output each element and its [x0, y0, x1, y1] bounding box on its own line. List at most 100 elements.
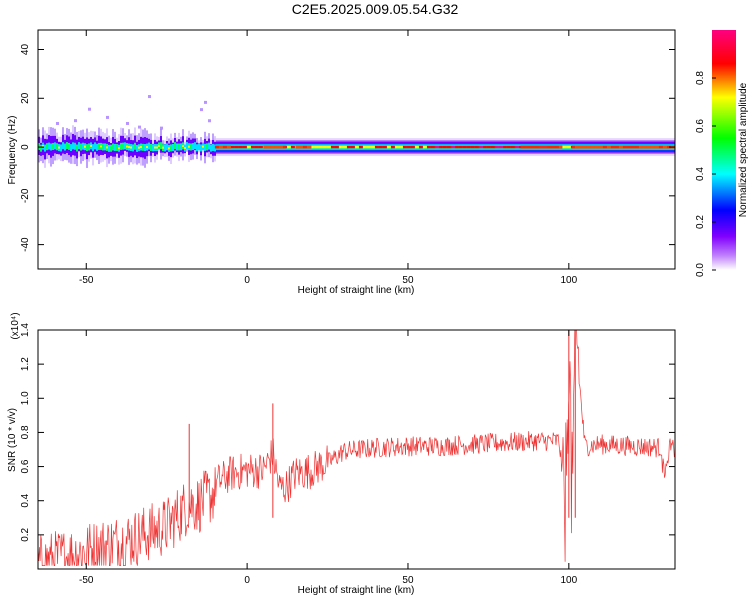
spectrogram-core: [482, 145, 487, 149]
spectrogram-core: [246, 145, 251, 149]
spectrogram-speck: [208, 119, 211, 123]
spectrogram-cell: [210, 144, 212, 152]
spectrogram-speck: [204, 100, 207, 104]
spectrogram-cell: [40, 144, 42, 152]
x-tick-label: 50: [402, 275, 414, 286]
spectrogram-cell: [98, 142, 100, 150]
spectrogram-cell: [70, 144, 72, 152]
spectrogram-cell: [172, 144, 174, 152]
snr-ticks: -50 0 50 100 0.2 0.4 0.6 0.8 1.0 1.2 1.4: [20, 323, 675, 586]
spectrogram-core: [362, 145, 367, 149]
colorbar-label: Normalized spectral amplitude: [738, 82, 749, 217]
spectrogram-cell: [188, 145, 190, 148]
spectrogram-core: [310, 145, 315, 149]
spectrogram-cell: [50, 143, 52, 151]
spectrogram-core: [330, 145, 335, 149]
spectrogram-cell: [44, 144, 46, 152]
spectrogram-x-label: Height of straight line (km): [298, 285, 415, 296]
spectrogram-panel: -50 0 50 100 -40 -20 0 20 40 Height of straight …: [7, 29, 676, 296]
spectrogram-core: [354, 145, 359, 149]
spectrogram-cell: [140, 146, 142, 149]
spectrogram-core: [450, 145, 455, 149]
spectrogram-core: [314, 145, 319, 149]
spectrogram-core: [366, 145, 371, 149]
colorbar-scale: [712, 30, 736, 270]
spectrogram-cell: [138, 146, 140, 149]
spectrogram-cell: [176, 143, 178, 151]
spectrogram-core: [338, 145, 343, 149]
snr-series-line: [38, 330, 675, 566]
spectrogram-cell: [122, 142, 124, 150]
spectrogram-core: [386, 145, 391, 149]
spectrogram-cell: [128, 146, 130, 149]
x-tick-label: 50: [402, 575, 414, 586]
spectrogram-cell: [124, 142, 126, 150]
spectrogram-cell: [96, 143, 98, 151]
colorbar-tick-label: 0.8: [695, 71, 706, 85]
y-tick-label: 0.8: [20, 425, 31, 439]
spectrogram-core: [286, 145, 291, 149]
spectrogram-cell: [152, 144, 154, 152]
spectrogram-core: [322, 145, 327, 149]
spectrogram-cell: [186, 142, 188, 150]
spectrogram-core: [494, 145, 499, 149]
spectrogram-cell: [166, 143, 168, 151]
spectrogram-core: [562, 145, 567, 149]
spectrogram-core: [510, 145, 515, 149]
y-tick-label: 0.4: [20, 493, 31, 507]
y-tick-label: -20: [20, 188, 31, 203]
figure-title: C2E5.2025.009.05.54.G32: [292, 1, 459, 17]
spectrogram-cell: [58, 146, 60, 149]
spectrogram-core: [422, 145, 427, 149]
spectrogram-core: [234, 145, 239, 149]
spectrogram-cell: [88, 143, 90, 151]
spectrogram-cell: [108, 144, 110, 152]
spectrogram-cell: [38, 142, 40, 150]
spectrogram-cell: [116, 144, 118, 152]
spectrogram-cell: [104, 143, 106, 151]
spectrogram-core: [406, 145, 411, 149]
spectrogram-hotspot: [520, 145, 563, 149]
spectrogram-cell: [208, 142, 210, 150]
spectrogram-core: [458, 145, 463, 149]
y-tick-label: 1.4: [20, 323, 31, 337]
spectrogram-cell: [42, 145, 44, 148]
spectrogram-cell: [62, 142, 64, 150]
spectrogram-core: [506, 145, 511, 149]
spectrogram-speck: [106, 115, 109, 119]
spectrogram-core: [438, 145, 443, 149]
y-tick-label: 1.2: [20, 357, 31, 371]
spectrogram-cell: [142, 143, 144, 151]
spectrogram-core: [230, 145, 235, 149]
spectrogram-ticks: -50 0 50 100 -40 -20 0 20 40: [20, 30, 675, 286]
spectrogram-cell: [68, 142, 70, 150]
spectrogram-speck: [126, 121, 129, 125]
y-tick-label: 20: [20, 92, 31, 104]
y-tick-label: 0.6: [20, 459, 31, 473]
spectrogram-core: [674, 145, 675, 149]
spectrogram-cell: [64, 143, 66, 151]
snr-panel: -50 0 50 100 0.2 0.4 0.6 0.8 1.0 1.2 1.4 Height of…: [7, 312, 676, 596]
spectrogram-core: [410, 145, 415, 149]
spectrogram-speck: [148, 95, 151, 99]
spectrogram-cell: [146, 146, 148, 149]
spectrogram-core: [254, 145, 259, 149]
spectrogram-cell: [80, 143, 82, 151]
y-tick-label: -40: [20, 237, 31, 252]
spectrogram-core: [430, 145, 435, 149]
spectrogram-cell: [100, 145, 102, 148]
spectrogram-core: [418, 145, 423, 149]
spectrogram-core: [334, 145, 339, 149]
spectrogram-core: [414, 145, 419, 149]
spectrogram-core: [342, 145, 347, 149]
spectrogram-core: [502, 145, 507, 149]
x-tick-label: -50: [79, 275, 94, 286]
spectrogram-core: [470, 145, 475, 149]
y-tick-label: 0.2: [20, 527, 31, 541]
spectrogram-speck: [160, 126, 163, 130]
spectrogram-cell: [52, 142, 54, 150]
spectrogram-cell: [114, 143, 116, 151]
spectrogram-cell: [112, 143, 114, 151]
spectrogram-frame: [37, 29, 676, 270]
